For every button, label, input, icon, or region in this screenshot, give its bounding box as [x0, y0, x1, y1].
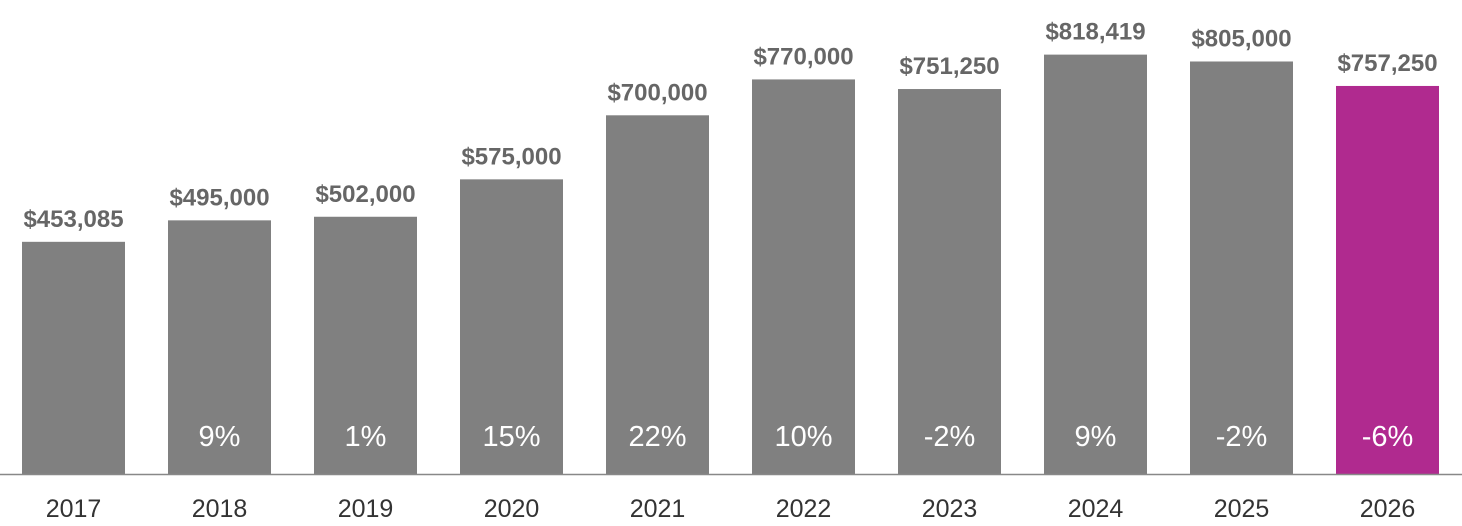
bar-2020 [460, 179, 563, 474]
change-labels-layer: 9% 1% 15% 22% 10% -2% 9% -2% -6% [199, 421, 1414, 453]
value-label-2025: $805,000 [1191, 25, 1291, 52]
x-tick-label-2023: 2023 [922, 495, 978, 523]
bar-2021 [606, 115, 709, 474]
x-tick-label-2018: 2018 [192, 495, 248, 523]
value-label-2022: $770,000 [753, 43, 853, 70]
value-label-2019: $502,000 [315, 181, 415, 208]
x-tick-label-2026: 2026 [1360, 495, 1416, 523]
change-label-2025: -2% [1216, 421, 1268, 453]
x-tick-label-2021: 2021 [630, 495, 686, 523]
bar-2023 [898, 89, 1001, 475]
x-tick-labels-layer: 2017 2018 2019 2020 2021 2022 2023 2024 2025 2026 [46, 495, 1416, 523]
bar-2024 [1044, 54, 1147, 474]
value-label-2020: $575,000 [461, 143, 561, 170]
change-label-2023: -2% [924, 421, 976, 453]
x-tick-label-2017: 2017 [46, 495, 102, 523]
change-label-2024: 9% [1075, 421, 1117, 453]
x-tick-label-2022: 2022 [776, 495, 832, 523]
bars-layer [22, 54, 1439, 475]
bar-2018 [168, 220, 271, 474]
value-labels-layer: $453,085 $495,000 $502,000 $575,000 $700,000… [23, 19, 1437, 233]
bar-2017 [22, 241, 125, 474]
value-label-2018: $495,000 [169, 184, 269, 211]
value-label-2021: $700,000 [607, 79, 707, 106]
change-label-2019: 1% [345, 421, 387, 453]
x-tick-label-2019: 2019 [338, 495, 394, 523]
x-tick-label-2025: 2025 [1214, 495, 1270, 523]
value-label-2026: $757,250 [1337, 50, 1437, 77]
bar-2022 [752, 79, 855, 474]
change-label-2021: 22% [628, 421, 686, 453]
change-label-2022: 10% [774, 421, 832, 453]
bar-2019 [314, 216, 417, 475]
change-label-2018: 9% [199, 421, 241, 453]
change-label-2026: -6% [1362, 421, 1414, 453]
change-label-2020: 15% [482, 421, 540, 453]
x-tick-label-2020: 2020 [484, 495, 540, 523]
x-tick-label-2024: 2024 [1068, 495, 1124, 523]
bar-2026 [1336, 85, 1439, 474]
value-label-2024: $818,419 [1045, 19, 1145, 46]
value-label-2017: $453,085 [23, 206, 123, 233]
value-label-2023: $751,250 [899, 53, 999, 80]
bar-2025 [1190, 61, 1293, 475]
